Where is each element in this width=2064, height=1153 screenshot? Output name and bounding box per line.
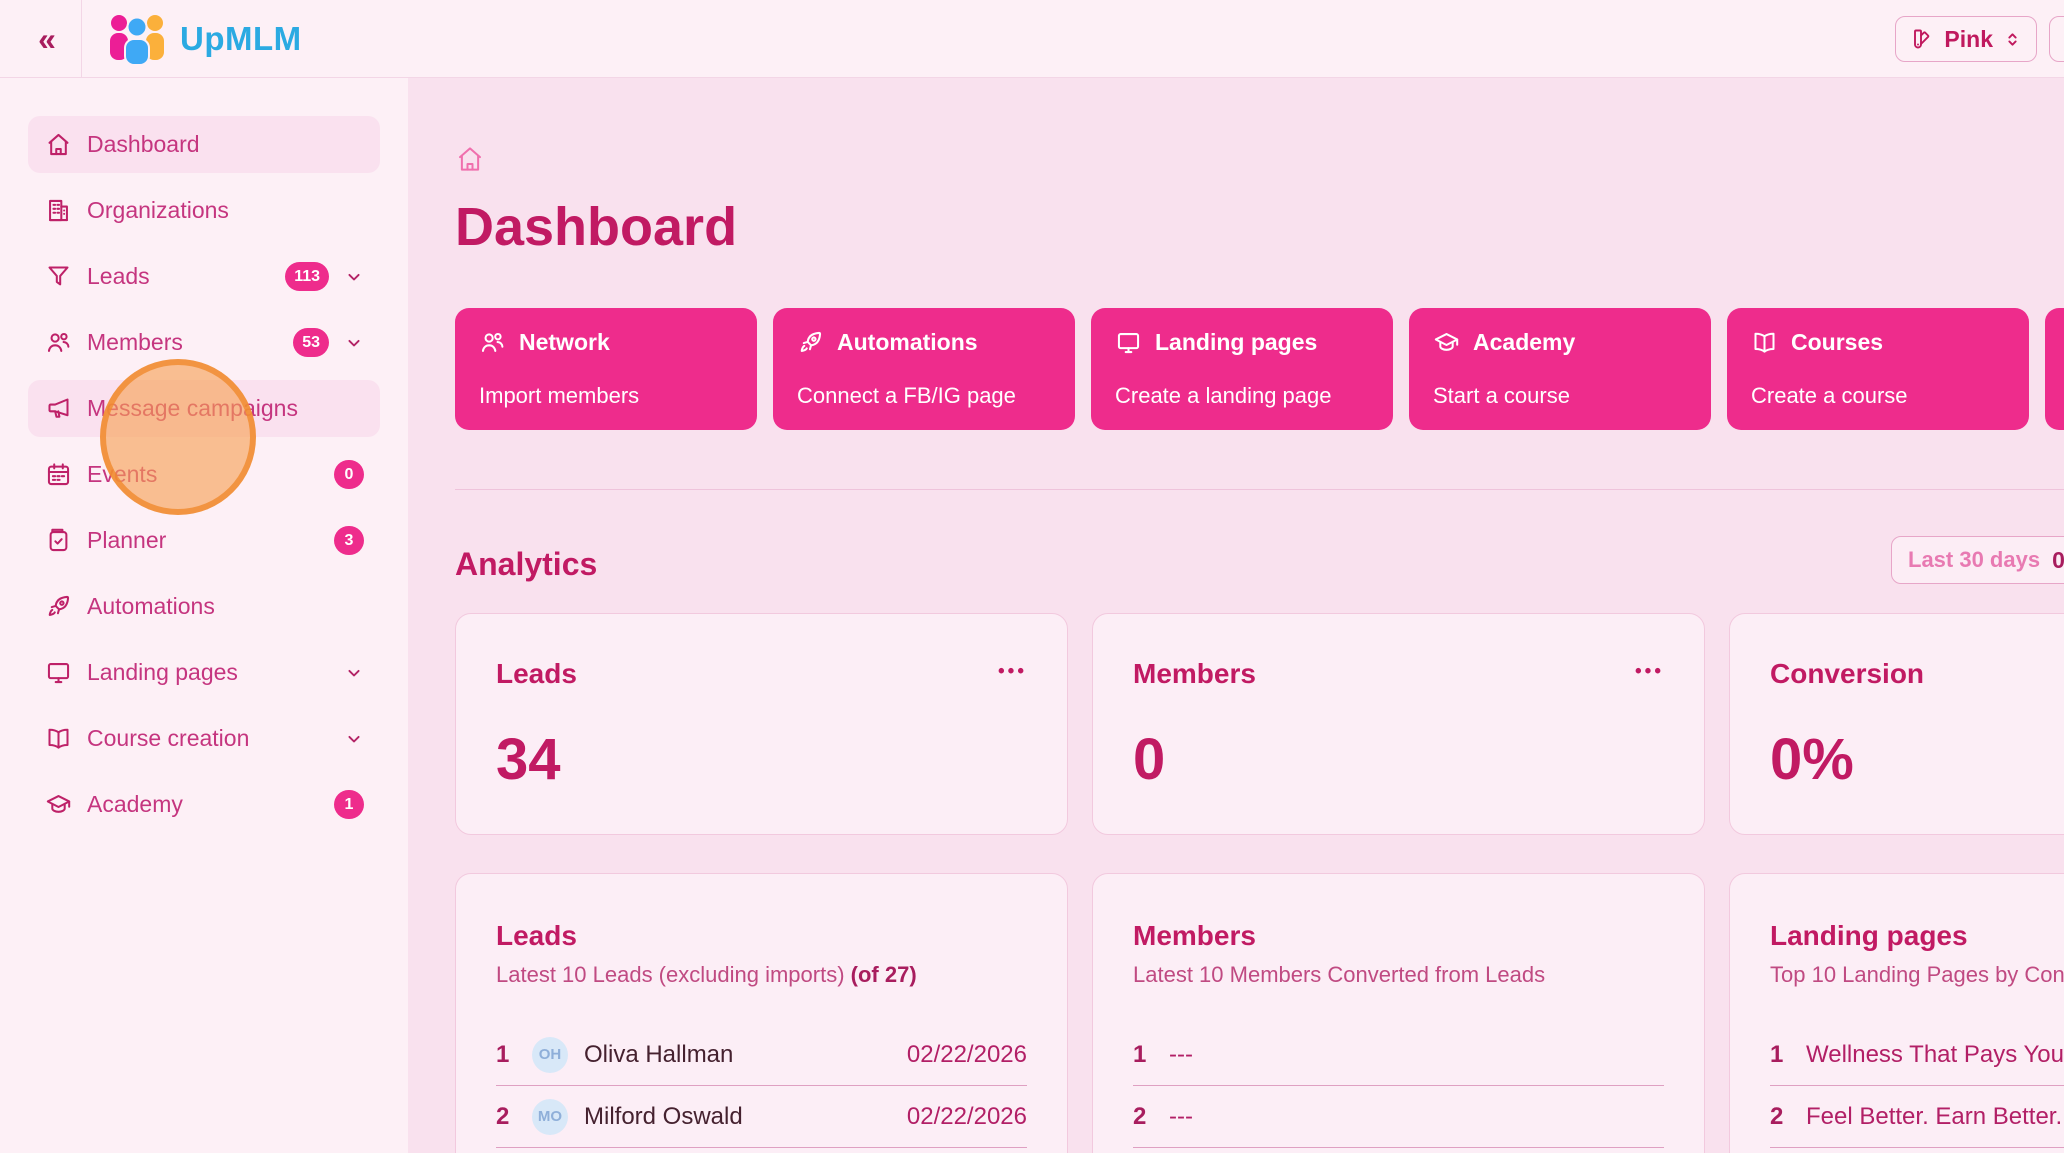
double-chevron-left-icon: « (38, 20, 56, 57)
sidebar-item-leads[interactable]: Leads 113 (28, 248, 380, 305)
sidebar-item-dashboard[interactable]: Dashboard (28, 116, 380, 173)
list-subtitle: Latest 10 Members Converted from Leads (1133, 962, 1546, 987)
leads-count-badge: 113 (285, 262, 329, 291)
book-open-icon (48, 728, 69, 749)
users-icon (47, 332, 70, 352)
chevrons-up-down-icon (2008, 32, 2017, 46)
list-subtitle: Latest 10 Leads (excluding imports) (of … (496, 962, 917, 987)
list-card-leads: Leads Latest 10 Leads (excluding imports… (455, 873, 1068, 1153)
list-card-landing-pages: Landing pages Top 10 Landing Pages by Co… (1729, 873, 2064, 1153)
quick-action-network[interactable]: Network Import members (455, 308, 757, 430)
stat-card-members: Members ••• 0 (1092, 613, 1705, 835)
avatar: OH (532, 1036, 568, 1073)
header-divider (81, 0, 82, 78)
quick-action-automations[interactable]: Automations Connect a FB/IG page (773, 308, 1075, 430)
sidebar-item-message-campaigns[interactable]: Message campaigns (28, 380, 380, 437)
academy-count-badge: 1 (334, 790, 364, 819)
detail-lists-row: Leads Latest 10 Leads (excluding imports… (455, 873, 2064, 1153)
date-range-selector[interactable]: Last 30 days 01/2 (1891, 536, 2064, 584)
sidebar-item-organizations[interactable]: Organizations (28, 182, 380, 239)
list-subtitle: Top 10 Landing Pages by Conversi (1770, 962, 2064, 987)
sidebar-item-automations[interactable]: Automations (28, 578, 380, 635)
theme-selector-button[interactable]: Pink (1895, 16, 2037, 62)
monitor-icon (1117, 333, 1140, 354)
planner-count-badge: 3 (334, 526, 364, 555)
chevron-down-icon[interactable] (344, 267, 364, 287)
quick-action-courses[interactable]: Courses Create a course (1727, 308, 2029, 430)
swatchbook-icon (1914, 29, 1930, 49)
calendar-icon (47, 463, 70, 486)
graduation-cap-icon (1434, 333, 1459, 351)
analytics-header: Analytics Last 30 days 01/2 (455, 536, 2064, 588)
sidebar-nav: Dashboard Organizations Leads 113 Member… (0, 78, 408, 1153)
megaphone-icon (48, 398, 69, 418)
lead-row[interactable]: 1 OH Oliva Hallman 02/22/2026 (496, 1024, 1027, 1086)
planner-check-icon (49, 528, 68, 552)
stat-card-leads: Leads ••• 34 (455, 613, 1068, 835)
app-logo[interactable]: UpMLM (106, 12, 302, 66)
chevron-down-icon[interactable] (344, 333, 364, 353)
stat-card-conversion: Conversion 0% (1729, 613, 2064, 835)
analytics-stats-row: Leads ••• 34 Members ••• 0 Conversion 0% (455, 613, 2064, 835)
brand-name: UpMLM (180, 20, 302, 57)
breadcrumb-home-icon[interactable] (455, 144, 485, 174)
events-count-badge: 0 (334, 460, 364, 489)
range-value: 01/2 (2052, 546, 2064, 573)
upmlm-people-logo-icon (106, 12, 168, 66)
users-icon (481, 332, 504, 352)
member-row[interactable]: 2 --- (1133, 1086, 1664, 1148)
sidebar-collapse-button[interactable]: « (22, 14, 72, 64)
graduation-cap-icon (46, 795, 71, 813)
leads-stat-value: 34 (496, 727, 561, 792)
section-divider (455, 489, 2064, 490)
sidebar-item-course-creation[interactable]: Course creation (28, 710, 380, 767)
quick-action-landing-pages[interactable]: Landing pages Create a landing page (1091, 308, 1393, 430)
main-content: Dashboard Network Import members Automat… (408, 78, 2064, 1153)
book-open-icon (1754, 332, 1775, 353)
rocket-icon (48, 595, 70, 616)
analytics-heading: Analytics (455, 546, 598, 582)
members-stat-value: 0 (1133, 727, 1166, 792)
conversion-stat-value: 0% (1770, 727, 1854, 792)
chevron-down-icon[interactable] (344, 729, 364, 749)
rocket-icon (800, 331, 822, 352)
partial-header-button[interactable] (2049, 16, 2064, 62)
theme-name-label: Pink (1944, 25, 1993, 52)
home-icon (48, 133, 69, 156)
ellipsis-menu-icon[interactable]: ••• (998, 661, 1027, 682)
sidebar-item-members[interactable]: Members 53 (28, 314, 380, 371)
page-title: Dashboard (455, 197, 738, 257)
member-row[interactable]: 1 --- (1133, 1024, 1664, 1086)
range-label: Last 30 days (1908, 547, 2041, 572)
sidebar-item-events[interactable]: Events 0 (28, 446, 380, 503)
quick-actions-row: Network Import members Automations Conne… (455, 308, 2064, 430)
quick-action-academy[interactable]: Academy Start a course (1409, 308, 1711, 430)
sidebar-item-academy[interactable]: Academy 1 (28, 776, 380, 833)
funnel-icon (48, 266, 69, 286)
sidebar-item-landing-pages[interactable]: Landing pages (28, 644, 380, 701)
monitor-icon (47, 663, 70, 684)
landing-page-row[interactable]: 1 Wellness That Pays You Back (1770, 1024, 2064, 1086)
building-icon (49, 199, 68, 222)
top-header: « UpMLM Pink (0, 0, 2064, 78)
chevron-down-icon[interactable] (344, 663, 364, 683)
lead-row[interactable]: 2 MO Milford Oswald 02/22/2026 (496, 1086, 1027, 1148)
ellipsis-menu-icon[interactable]: ••• (1635, 661, 1664, 682)
avatar: MO (532, 1098, 568, 1135)
sidebar-item-planner[interactable]: Planner 3 (28, 512, 380, 569)
members-count-badge: 53 (293, 328, 329, 357)
quick-action-partial[interactable] (2045, 308, 2064, 430)
landing-page-row[interactable]: 2 Feel Better. Earn Better. (1770, 1086, 2064, 1148)
list-card-members: Members Latest 10 Members Converted from… (1092, 873, 1705, 1153)
